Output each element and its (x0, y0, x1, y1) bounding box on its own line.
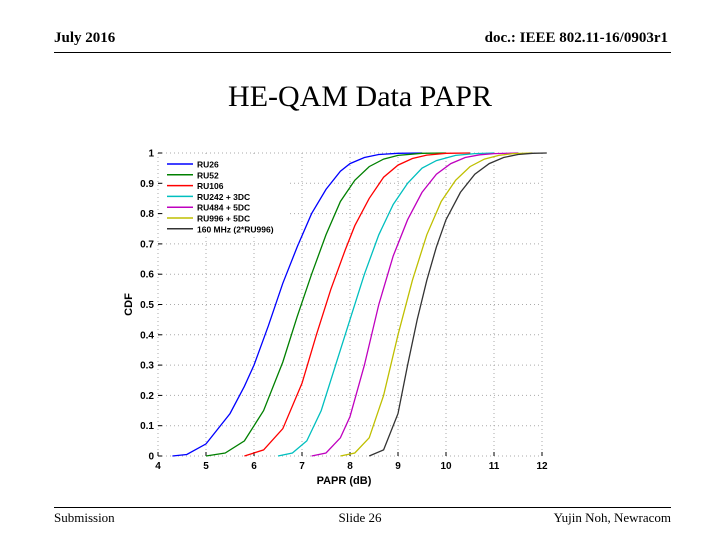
slide-title: HE-QAM Data PAPR (228, 80, 492, 113)
legend-label: RU242 + 3DC (197, 192, 250, 202)
legend-label: RU996 + 5DC (197, 214, 250, 224)
series-line (340, 152, 533, 457)
series-line (368, 152, 547, 457)
x-tick-label: 12 (536, 461, 548, 472)
y-tick-label: 0.1 (140, 421, 154, 432)
y-tick-label: 0.8 (140, 209, 154, 220)
y-tick-label: 0.4 (140, 330, 154, 341)
legend-label: RU26 (197, 160, 219, 170)
footer-rule (54, 507, 671, 508)
x-tick-label: 7 (299, 461, 305, 472)
footer-slide-number: Slide 26 (338, 510, 382, 525)
y-tick-label: 0.5 (140, 300, 154, 311)
y-tick-label: 0.2 (140, 391, 154, 402)
y-tick-label: 0.3 (140, 361, 154, 372)
x-tick-label: 8 (347, 461, 353, 472)
x-tick-label: 11 (489, 461, 500, 472)
y-axis-label: CDF (123, 293, 135, 316)
legend-label: 160 MHz (2*RU996) (197, 224, 274, 234)
series-line (277, 152, 495, 457)
series-line (172, 152, 423, 457)
y-tick-label: 0.6 (140, 270, 154, 281)
legend-label: RU106 (197, 181, 224, 191)
legend-label: RU484 + 5DC (197, 203, 250, 213)
header-date: July 2016 (54, 30, 116, 46)
footer-author: Yujin Noh, Newracom (553, 510, 671, 525)
y-tick-label: 1 (148, 149, 154, 160)
y-tick-label: 0.7 (140, 239, 154, 250)
y-tick-label: 0 (148, 452, 154, 463)
x-tick-label: 6 (251, 461, 257, 472)
series-line (244, 152, 471, 457)
x-axis-label: PAPR (dB) (317, 475, 372, 487)
series-line (311, 152, 519, 457)
footer-left: Submission (54, 510, 115, 525)
series-line (205, 152, 447, 457)
legend-label: RU52 (197, 170, 219, 180)
x-tick-label: 10 (440, 461, 452, 472)
x-tick-label: 4 (155, 461, 161, 472)
y-tick-label: 0.9 (140, 179, 154, 190)
header-rule (54, 52, 671, 53)
x-tick-label: 5 (203, 461, 209, 472)
header-doc-id: doc.: IEEE 802.11-16/0903r1 (484, 30, 668, 46)
x-tick-label: 9 (395, 461, 401, 472)
